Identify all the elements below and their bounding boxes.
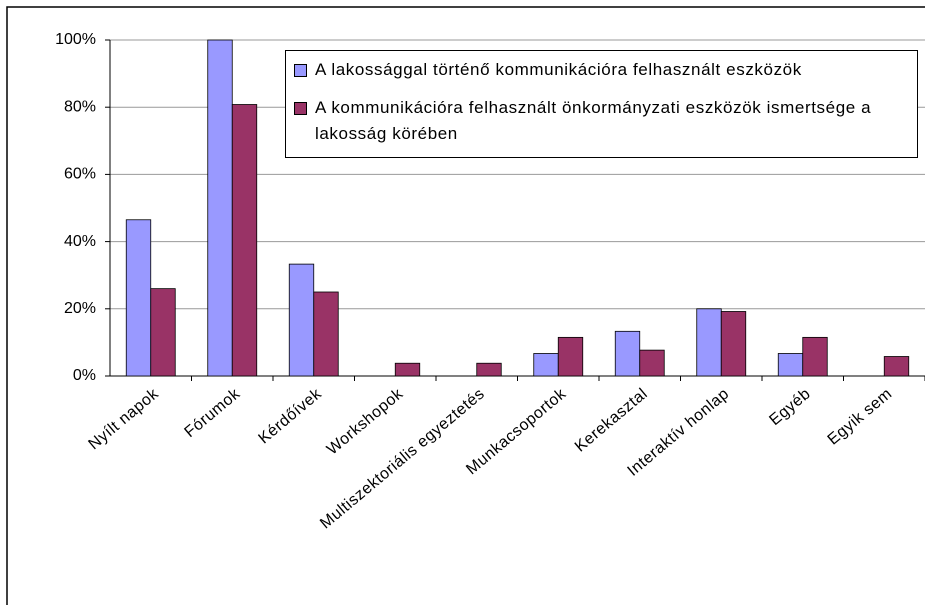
x-tick-label: Nyílt napok [86, 385, 163, 453]
bar [207, 39, 233, 377]
y-tick-label: 40% [64, 233, 96, 250]
x-tick-label: Kerekasztal [572, 385, 651, 455]
x-tick-label: Fórumok [182, 385, 244, 441]
legend-entry: A kommunikációra felhasznált önkormányza… [294, 95, 909, 147]
bar [777, 353, 804, 377]
chart-frame [6, 6, 925, 605]
legend-label: A lakossággal történő kommunikációra fel… [315, 60, 802, 79]
bar [313, 291, 339, 377]
legend: A lakossággal történő kommunikációra fel… [285, 50, 918, 158]
y-tick-label: 60% [64, 166, 96, 183]
bar [288, 263, 315, 377]
x-tick-label: Kérdőívek [255, 385, 325, 448]
bar [125, 219, 152, 377]
legend-swatch [294, 64, 307, 77]
legend-swatch [294, 102, 307, 115]
legend-entry: A lakossággal történő kommunikációra fel… [294, 57, 909, 83]
x-tick-label: Workshopok [324, 385, 407, 459]
x-tick-label: Multiszektoriális egyeztetés [317, 385, 488, 532]
bar [720, 311, 747, 377]
bar [696, 308, 722, 377]
y-tick-label: 0% [73, 367, 96, 384]
bar [802, 336, 828, 377]
x-tick-label: Egyéb [766, 385, 814, 429]
x-tick-label: Egyik sem [825, 385, 896, 448]
bar [150, 288, 176, 377]
bar [557, 336, 584, 377]
y-tick-label: 20% [64, 300, 96, 317]
legend-label: A kommunikációra felhasznált önkormányza… [315, 98, 872, 143]
bar [883, 356, 910, 377]
bar [394, 362, 421, 377]
bar [639, 349, 665, 377]
y-tick-label: 80% [64, 98, 96, 115]
bar [614, 330, 641, 377]
y-tick-label: 100% [55, 31, 96, 48]
bar [533, 353, 559, 377]
bar [231, 104, 258, 377]
bar [476, 362, 502, 377]
